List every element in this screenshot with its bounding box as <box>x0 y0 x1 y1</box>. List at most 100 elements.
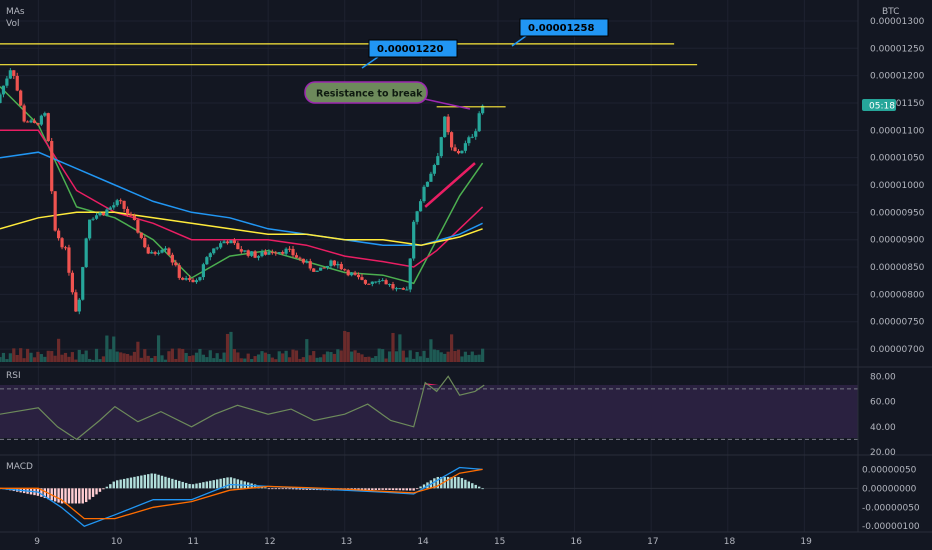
macd-histogram-bar <box>302 488 305 490</box>
rsi-axis[interactable]: 80.00 60.00 40.00 20.00 <box>870 372 896 458</box>
candle-body <box>477 113 481 132</box>
candle-body <box>360 277 364 280</box>
candle-body <box>146 247 150 254</box>
macd-histogram-bar <box>105 486 109 489</box>
macd-axis[interactable]: 0.00000050 0.00000000 -0.00000050 -0.000001… <box>862 465 920 532</box>
macd-histogram-bar <box>236 479 240 489</box>
macd-histogram-bar <box>267 488 271 490</box>
rsi-pane <box>0 375 858 441</box>
volume-bar <box>401 350 405 362</box>
candle-body <box>108 207 112 210</box>
candle-body <box>143 237 147 248</box>
macd-histogram-bar <box>298 488 302 490</box>
candle-body <box>112 205 116 208</box>
volume-bar <box>146 355 150 362</box>
candle-body <box>467 137 471 144</box>
volume-bar <box>308 355 312 362</box>
volume-bar <box>360 354 364 362</box>
candle-body <box>363 279 368 284</box>
candle-body <box>405 289 409 291</box>
volume-bar <box>315 357 319 362</box>
volume-bar <box>377 348 381 362</box>
level-callout-1[interactable]: 0.00001220 <box>361 39 458 69</box>
candle-body <box>412 221 416 259</box>
macd-histogram-bar <box>57 488 60 503</box>
volume-bar <box>81 354 85 362</box>
resistance-callout[interactable]: Resistance to break <box>304 81 471 110</box>
macd-title[interactable]: MACD <box>6 462 33 472</box>
volume-bar <box>167 351 171 362</box>
macd-histogram-bar <box>271 488 274 490</box>
volume-bar <box>108 349 112 362</box>
macd-histogram-bar <box>181 481 184 489</box>
candle-body <box>336 264 340 266</box>
candle-body <box>119 200 123 202</box>
macd-histogram-bar <box>446 476 450 489</box>
candle-body <box>25 121 30 123</box>
volume-bar <box>201 354 205 362</box>
volume-bar <box>474 355 478 362</box>
candle-body <box>418 201 423 212</box>
candle-body <box>401 288 405 290</box>
level-callout-2[interactable]: 0.00001258 <box>511 18 609 47</box>
candle-body <box>136 220 140 233</box>
candle-body <box>284 248 288 254</box>
candle-body <box>81 267 85 300</box>
macd-histogram-bar <box>178 480 181 489</box>
macd-histogram-bar <box>171 478 174 489</box>
volume-bar <box>208 350 212 362</box>
macd-histogram-bar <box>78 488 81 504</box>
volume-label[interactable]: Vol <box>6 19 19 29</box>
volume-bar <box>274 359 278 362</box>
price-axis[interactable]: 0.00001300 0.00001250 0.00001200 0.00001150… <box>870 17 925 355</box>
volume-bar <box>463 351 467 362</box>
level-1-label: 0.00001220 <box>377 44 443 55</box>
rsi-title[interactable]: RSI <box>6 371 21 381</box>
price-tick-label: 0.00000850 <box>870 263 925 273</box>
macd-histogram-bar <box>371 488 374 491</box>
candle-body <box>298 257 302 259</box>
candle-body <box>274 252 278 254</box>
candle-body <box>150 252 154 254</box>
rsi-tick-label: 40.00 <box>870 423 896 433</box>
candle-body <box>160 249 164 253</box>
candle-body <box>387 284 392 286</box>
volume-bar <box>260 351 264 362</box>
macd-histogram-bar <box>119 479 122 489</box>
candle-body <box>463 143 467 151</box>
volume-bar <box>391 332 395 362</box>
macd-histogram-bar <box>112 481 115 489</box>
macd-histogram-bar <box>140 475 143 489</box>
volume-bar <box>115 351 119 362</box>
time-axis[interactable]: 9 10 11 12 13 14 15 16 17 18 19 <box>34 537 812 547</box>
candle-body <box>422 186 426 202</box>
candle-body <box>74 292 78 312</box>
macd-histogram-bar <box>481 488 484 490</box>
macd-histogram-bar <box>60 488 64 504</box>
macd-histogram-bar <box>364 488 367 491</box>
volume-bar <box>0 357 2 362</box>
price-tick-label: 0.00000950 <box>870 208 925 218</box>
macd-histogram-bar <box>409 488 412 491</box>
macd-histogram-bar <box>102 488 105 490</box>
volume-bar <box>432 349 436 362</box>
volume-bar <box>267 354 271 362</box>
macd-histogram-bar <box>53 488 57 502</box>
candle-body <box>394 288 399 290</box>
candle-body <box>232 240 237 244</box>
volume-bar <box>174 358 178 362</box>
volume-bar <box>343 330 347 362</box>
volume-bar <box>94 348 99 362</box>
indicators-label[interactable]: MAs <box>6 7 25 17</box>
horizontal-levels[interactable] <box>0 43 698 108</box>
volume-bar <box>129 355 133 362</box>
trend-line[interactable] <box>424 162 476 208</box>
candle-body <box>425 181 430 187</box>
candle-body <box>115 200 119 206</box>
price-tick-label: 0.00000750 <box>870 318 925 328</box>
candle-body <box>315 270 319 272</box>
macd-histogram-bar <box>471 483 474 489</box>
macd-histogram-bar <box>422 484 426 489</box>
